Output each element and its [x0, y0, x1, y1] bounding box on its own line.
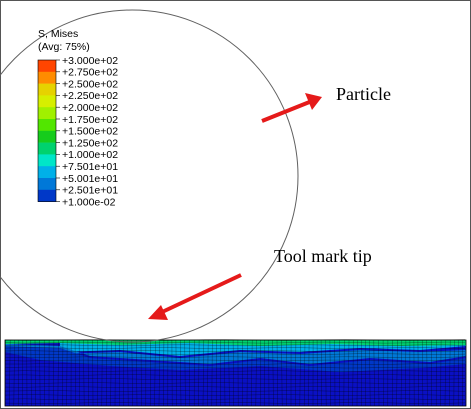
legend-swatch — [38, 95, 56, 108]
legend-label: +1.000e-02 — [62, 196, 116, 208]
particle-outline — [0, 9, 299, 343]
legend-label: +1.750e+02 — [62, 114, 118, 126]
tool-mark-arrow-head — [148, 305, 168, 320]
particle-arrow-shaft — [261, 99, 313, 123]
particle-arrow-head — [305, 93, 322, 110]
legend-swatch — [38, 178, 56, 191]
legend-swatch — [38, 142, 56, 155]
legend-swatch — [38, 166, 56, 179]
legend-label: +2.501e+01 — [62, 185, 118, 197]
legend-swatch — [38, 107, 56, 120]
legend-label: +2.750e+02 — [62, 67, 118, 79]
workpiece-deep-layer — [5, 346, 466, 372]
legend-label: +5.001e+01 — [62, 173, 118, 185]
legend-swatch — [38, 154, 56, 167]
legend-label: +1.000e+02 — [62, 149, 118, 161]
legend-label: +2.000e+02 — [62, 102, 118, 114]
legend-swatch — [38, 119, 56, 132]
legend-label: +2.250e+02 — [62, 90, 118, 102]
legend-title-line1: S, Mises — [38, 28, 78, 40]
legend-swatch — [38, 83, 56, 96]
workpiece-mid-layer — [5, 344, 466, 364]
legend-swatch — [38, 189, 56, 202]
legend-label: +7.501e+01 — [62, 161, 118, 173]
tool-mark-arrow-shaft — [159, 273, 242, 315]
legend-label: +1.500e+02 — [62, 126, 118, 138]
workpiece-outline — [4, 339, 467, 407]
particle-annotation: Particle — [261, 84, 391, 123]
legend-label: +2.500e+02 — [62, 78, 118, 90]
legend-labels: +3.000e+02+2.750e+02+2.500e+02+2.250e+02… — [56, 55, 118, 208]
particle-label: Particle — [336, 84, 391, 104]
legend-title-line2: (Avg: 75%) — [38, 41, 90, 53]
legend-swatch — [38, 130, 56, 143]
legend: S, Mises (Avg: 75%) +3.000e+02+2.750e+02… — [37, 28, 118, 208]
legend-swatch — [38, 71, 56, 84]
tool-mark-tip-label: Tool mark tip — [274, 246, 372, 266]
legend-label: +3.000e+02 — [62, 55, 118, 67]
legend-swatches — [37, 59, 57, 202]
legend-label: +1.250e+02 — [62, 137, 118, 149]
legend-swatch — [38, 60, 56, 73]
tool-mark-tip-annotation: Tool mark tip — [148, 246, 372, 320]
workpiece-mesh — [4, 339, 467, 407]
